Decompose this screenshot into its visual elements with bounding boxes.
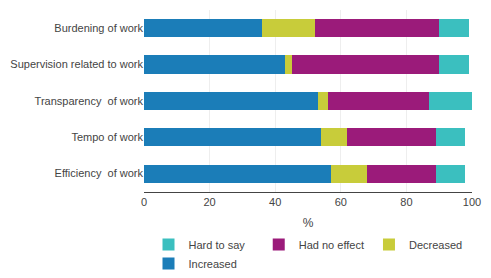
svg-text:20: 20 (203, 196, 215, 208)
svg-text:Hard to say: Hard to say (189, 239, 246, 251)
svg-text:80: 80 (400, 196, 412, 208)
svg-text:Supervision related to work: Supervision related to work (10, 58, 143, 70)
svg-text:Efficiency of work: Efficiency of work (55, 167, 144, 179)
svg-text:Tempo of work: Tempo of work (71, 131, 143, 143)
svg-text:Increased: Increased (189, 258, 237, 270)
svg-text:Had no effect: Had no effect (299, 239, 364, 251)
svg-text:%: % (303, 216, 314, 230)
svg-text:40: 40 (269, 196, 281, 208)
svg-text:0: 0 (141, 196, 147, 208)
svg-text:Burdening of work: Burdening of work (54, 22, 143, 34)
svg-text:60: 60 (335, 196, 347, 208)
svg-text:Transparency of work: Transparency of work (35, 95, 144, 107)
svg-text:Decreased: Decreased (409, 239, 462, 251)
svg-text:100: 100 (463, 196, 481, 208)
